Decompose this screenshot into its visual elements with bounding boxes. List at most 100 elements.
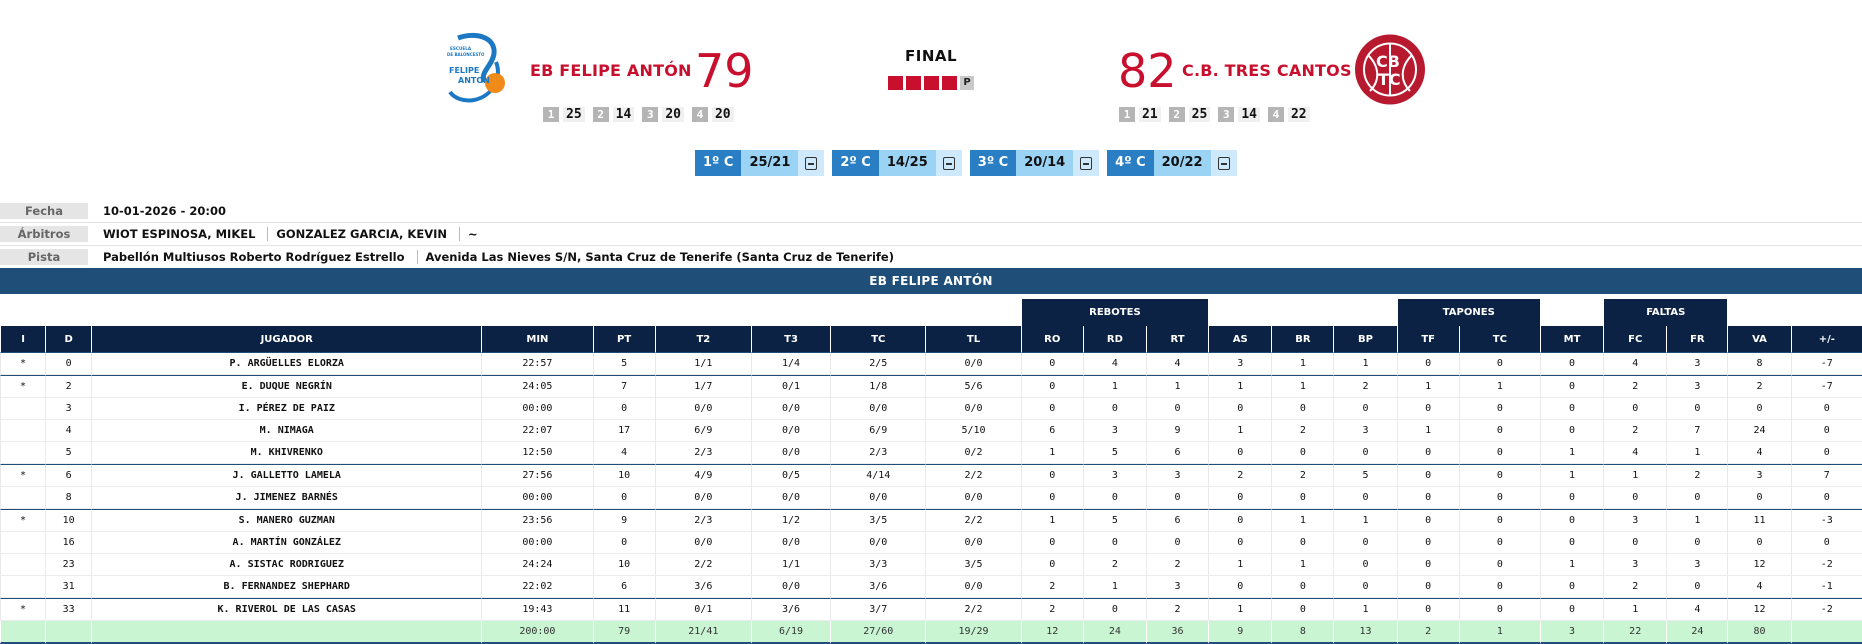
column-header[interactable]: VA [1727,326,1791,352]
stat-cell [0,532,46,554]
column-header[interactable]: MIN [481,326,593,352]
stat-cell: 31 [45,576,92,598]
stat-cell: 0 [1271,598,1334,621]
stat-cell: 3 [1666,375,1728,398]
quarter-number: 3 [1218,107,1235,122]
quarter-number: 1 [543,107,559,122]
player-name[interactable]: M. KHIVRENKO [91,442,482,464]
column-header[interactable]: FR [1666,326,1728,352]
stat-cell: 4 [1727,442,1791,464]
column-header[interactable]: RO [1020,326,1083,352]
quarter-number: 2 [592,107,609,122]
column-header[interactable]: T2 [654,326,751,352]
player-name[interactable]: A. SISTAC RODRIGUEZ [91,554,482,576]
column-header[interactable]: T3 [750,326,831,352]
player-name[interactable]: K. RIVEROL DE LAS CASAS [91,598,482,621]
stat-cell: 0 [1539,509,1604,532]
period-tab-3[interactable]: 3º C 20/14 [969,150,1100,176]
player-name[interactable]: J. GALLETTO LAMELA [91,464,482,487]
column-header[interactable]: TC [830,326,926,352]
column-header[interactable]: RD [1082,326,1146,352]
column-header[interactable]: BR [1271,326,1334,352]
stat-cell: 0 [1727,398,1791,420]
stat-cell: 12 [1727,554,1791,576]
download-icon[interactable] [798,150,825,176]
away-team-name[interactable]: C.B. TRES CANTOS [1182,61,1352,80]
player-name[interactable]: J. JIMENEZ BARNÉS [91,487,482,509]
column-header[interactable]: I [0,326,46,352]
player-rows: * 0 P. ARGÜELLES ELORZA 22:57 5 1/1 1/4 2/5 0/0 0… [0,352,1862,621]
stat-cell: 2 [45,375,92,398]
stat-cell: 1 [1208,598,1272,621]
quarter-score: 20 [662,107,684,122]
download-icon[interactable] [1073,150,1100,176]
column-header[interactable]: BP [1333,326,1397,352]
column-header[interactable]: AS [1208,326,1272,352]
stat-cell: 0/5 [750,464,831,487]
column-header[interactable]: TC [1458,326,1540,352]
stat-cell: 2 [1271,420,1334,442]
download-icon[interactable] [1210,150,1237,176]
stat-cell: 16 [45,532,92,554]
stat-cell: 0 [592,532,655,554]
table-row: * 6 J. GALLETTO LAMELA 27:56 10 4/9 0/5 4/14 2/2… [0,464,1862,487]
stat-cell: 0 [1020,532,1083,554]
player-name[interactable]: I. PÉREZ DE PAIZ [91,398,482,420]
column-header[interactable]: RT [1145,326,1209,352]
stat-cell: 1 [1333,352,1397,375]
stat-cell: 0 [1603,532,1667,554]
period-tab-2[interactable]: 2º C 14/25 [832,150,962,176]
stat-cell: 3 [1145,576,1209,598]
stat-cell: 22:07 [481,420,593,442]
player-name[interactable]: P. ARGÜELLES ELORZA [91,352,482,375]
home-team-logo[interactable]: ESCUELA DE BALONCESTO FELIPE ANTON [444,32,510,104]
stat-cell: 0 [1539,398,1604,420]
table-row: 23 A. SISTAC RODRIGUEZ 24:24 10 2/2 1/1 3/3 3/5… [0,554,1862,576]
stat-cell: 0 [1396,487,1459,509]
stat-cell: 0 [1666,576,1728,598]
stat-cell: 0/0 [830,398,926,420]
column-header[interactable]: +/- [1790,326,1862,352]
column-header[interactable]: MT [1539,326,1604,352]
stat-cell: 2 [1145,554,1209,576]
column-header[interactable]: FC [1603,326,1667,352]
period-tab-1[interactable]: 1º C 25/21 [695,150,825,176]
away-team-logo[interactable]: CB TC [1354,33,1426,106]
stat-cell: 0 [1145,532,1209,554]
stat-cell: 0/0 [750,420,831,442]
stat-cell: 12:50 [481,442,593,464]
column-header[interactable]: TL [925,326,1021,352]
column-header[interactable]: PT [592,326,655,352]
stat-cell: 9 [1145,420,1209,442]
column-header[interactable]: TF [1396,326,1459,352]
stat-cell: 0 [1539,598,1604,621]
stat-cell: 0 [1458,487,1540,509]
stat-cell: 1 [1082,375,1146,398]
stat-cell: 0 [1790,420,1862,442]
player-name[interactable]: E. DUQUE NEGRÍN [91,375,482,398]
column-header[interactable]: D [45,326,92,352]
total-cell: 9 [1208,621,1272,644]
stat-cell: 3 [1082,420,1146,442]
stat-cell: 1 [1271,375,1334,398]
player-name[interactable]: S. MANERO GUZMAN [91,509,482,532]
stat-cell: 0 [1020,375,1083,398]
column-header[interactable]: JUGADOR [91,326,482,352]
period-label: 2º C [832,150,879,176]
stat-cell: 6 [45,464,92,487]
period-tab-4[interactable]: 4º C 20/22 [1107,150,1237,176]
stat-cell: 0 [1020,352,1083,375]
stat-cell: 1 [1603,598,1667,621]
period-tabs: 1º C 25/21 2º C 14/25 3º C 20/14 4º C 20… [695,150,1237,176]
stat-cell: 4 [1603,442,1667,464]
period-score: 25/21 [741,150,799,176]
home-team-name[interactable]: EB FELIPE ANTÓN [530,61,692,80]
player-name[interactable]: A. MARTÍN GONZÁLEZ [91,532,482,554]
player-name[interactable]: M. NIMAGA [91,420,482,442]
stat-cell: 3 [1603,554,1667,576]
home-score: 79 [695,44,754,98]
player-name[interactable]: B. FERNANDEZ SHEPHARD [91,576,482,598]
stat-cell: 0 [1458,576,1540,598]
download-icon[interactable] [935,150,962,176]
away-logo-line1: CB [1376,52,1400,71]
